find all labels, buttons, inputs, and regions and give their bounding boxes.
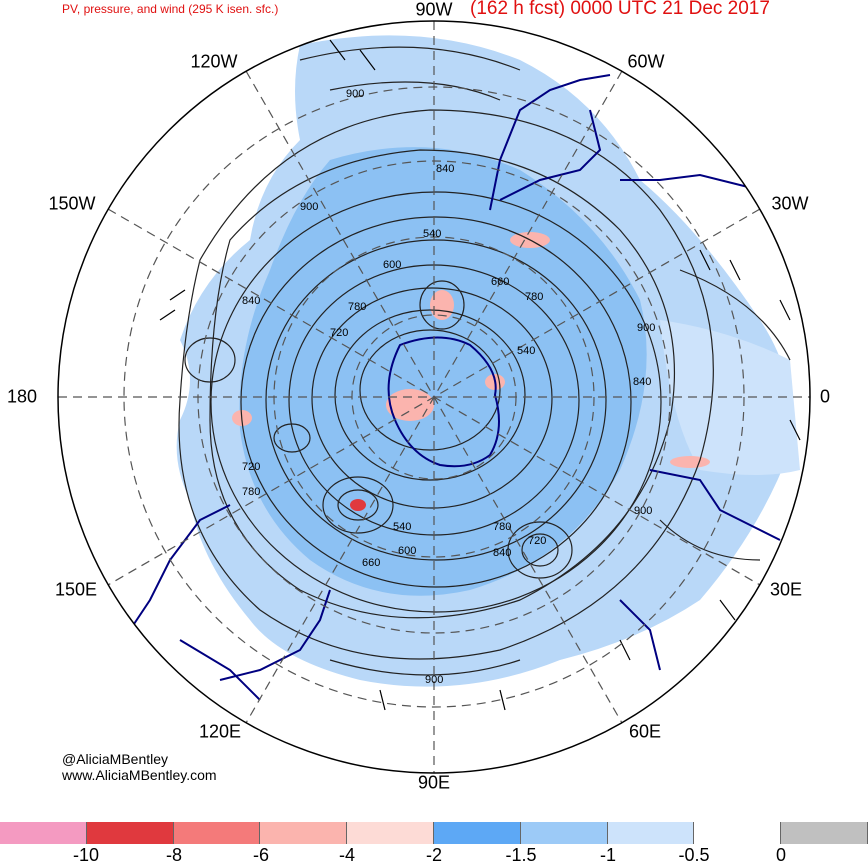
lon-label-90e: 90E: [417, 772, 451, 793]
contour-label: 660: [362, 557, 380, 569]
contour-label: 840: [436, 163, 454, 175]
neg-pv-patch: [670, 456, 710, 468]
neg-pv-patch: [350, 499, 366, 511]
colorbar-tick: -1.5: [505, 845, 537, 865]
contour-label: 840: [242, 295, 260, 307]
colorbar-swatch: [173, 822, 261, 844]
contour-label: 780: [348, 301, 366, 313]
colorbar-tick: -4: [338, 845, 356, 865]
lon-label-30e: 30E: [769, 579, 803, 600]
lon-label-120w: 120W: [190, 51, 238, 72]
lon-label-30w: 30W: [771, 193, 809, 214]
contour-label: 720: [330, 327, 348, 339]
contour-label: 900: [634, 505, 652, 517]
neg-pv-patch: [430, 290, 454, 320]
lon-label-90w: 90W: [415, 0, 453, 20]
colorbar-swatch: [433, 822, 521, 844]
colorbar-swatch: [781, 822, 868, 844]
contour-label: 720: [242, 461, 260, 473]
contour-label: 780: [242, 486, 260, 498]
colorbar-tick: -2: [425, 845, 443, 865]
contour-label-group: 900 840 900 540 600 840 720 660 780 900 …: [242, 88, 655, 686]
colorbar-tick: 0: [775, 845, 787, 865]
colorbar: [0, 822, 868, 844]
lon-label-150w: 150W: [48, 193, 96, 214]
contour-label: 840: [493, 547, 511, 559]
credit-website: www.AliciaMBentley.com: [62, 767, 217, 783]
colorbar-swatch: [520, 822, 608, 844]
colorbar-swatch: [0, 822, 87, 844]
colorbar-tick: -8: [165, 845, 183, 865]
lon-label-60w: 60W: [627, 51, 665, 72]
contour-label: 900: [346, 88, 364, 100]
pv-fill-right: [660, 320, 800, 475]
contour-label: 540: [517, 345, 535, 357]
contour-label: 540: [393, 521, 411, 533]
wind-barbs: [159, 39, 801, 711]
colorbar-swatch: [260, 822, 348, 844]
map-boundary: [57, 20, 811, 774]
colorbar-tick: -6: [252, 845, 270, 865]
contour-label: 900: [425, 674, 443, 686]
lon-label-180: 180: [6, 386, 38, 407]
colorbar-swatch: [86, 822, 174, 844]
lon-label-0: 0: [819, 386, 831, 407]
graticule: [58, 21, 810, 773]
contour-label: 600: [398, 545, 416, 557]
contour-label: 600: [383, 259, 401, 271]
lon-label-120e: 120E: [198, 721, 242, 742]
contour-label: 540: [423, 228, 441, 240]
colorbar-swatch: [694, 822, 782, 844]
colorbar-swatch: [607, 822, 695, 844]
credit-handle: @AliciaMBentley: [62, 751, 169, 767]
colorbar-swatch: [347, 822, 434, 844]
lon-label-150e: 150E: [54, 579, 98, 600]
colorbar-tick: -10: [72, 845, 100, 865]
contour-label: 780: [493, 521, 511, 533]
contour-label: 840: [633, 376, 651, 388]
contour-label: 780: [525, 291, 543, 303]
contour-label: 660: [491, 276, 509, 288]
colorbar-tick: -0.5: [678, 845, 710, 865]
polar-map: 900 840 900 540 600 840 720 660 780 900 …: [57, 20, 811, 774]
colorbar-tick: -1: [599, 845, 617, 865]
contour-label: 720: [528, 535, 546, 547]
lon-label-60e: 60E: [628, 721, 662, 742]
map-title: (162 h fcst) 0000 UTC 21 Dec 2017: [470, 0, 770, 19]
pv-core-region: [239, 147, 647, 596]
map-subtitle: PV, pressure, and wind (295 K isen. sfc.…: [62, 2, 279, 16]
contour-label: 900: [300, 201, 318, 213]
contour-label: 900: [637, 322, 655, 334]
